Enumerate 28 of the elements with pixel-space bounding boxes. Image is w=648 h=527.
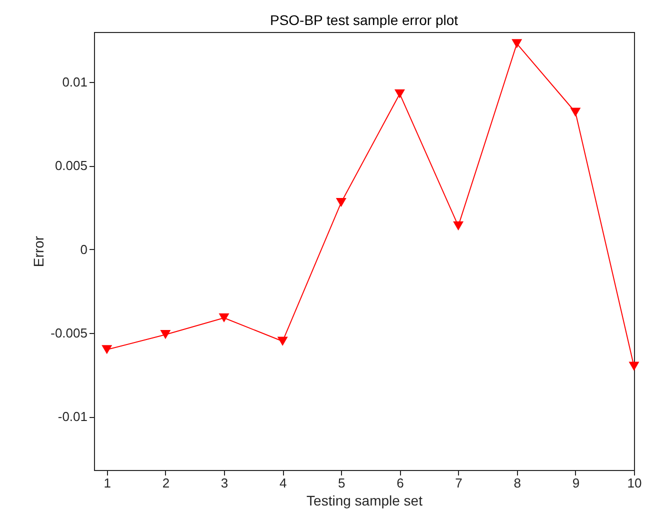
point <box>160 330 171 340</box>
point <box>628 362 640 371</box>
x-tick-label: 3 <box>220 476 228 490</box>
y-tick-label: 0.01 <box>62 74 88 90</box>
point <box>277 336 288 346</box>
x-tick-label: 9 <box>572 476 580 490</box>
x-tick-label: 8 <box>514 476 521 490</box>
y-axis-title: Error <box>30 236 47 268</box>
point <box>570 108 581 117</box>
y-tick-label: 0 <box>80 242 88 257</box>
point <box>218 313 230 322</box>
y-tick-label: 0.005 <box>54 158 88 174</box>
point <box>512 39 522 48</box>
y-tick-label: -0.005 <box>50 325 88 340</box>
x-tick-label: 5 <box>338 476 346 490</box>
point <box>336 198 346 208</box>
point <box>394 89 405 98</box>
point <box>102 345 112 354</box>
x-tick-label: 1 <box>104 476 111 490</box>
chart-title: PSO-BP test sample error plot <box>270 12 458 28</box>
x-tick-label: 4 <box>279 476 287 490</box>
x-tick-label: 7 <box>455 476 462 490</box>
y-tick-label: -0.01 <box>58 409 88 424</box>
x-tick-label: 2 <box>162 476 170 490</box>
x-axis-title: Testing sample set <box>306 492 423 508</box>
point <box>453 221 464 230</box>
x-tick-label: 6 <box>396 476 404 490</box>
x-tick-label: 10 <box>627 476 642 490</box>
